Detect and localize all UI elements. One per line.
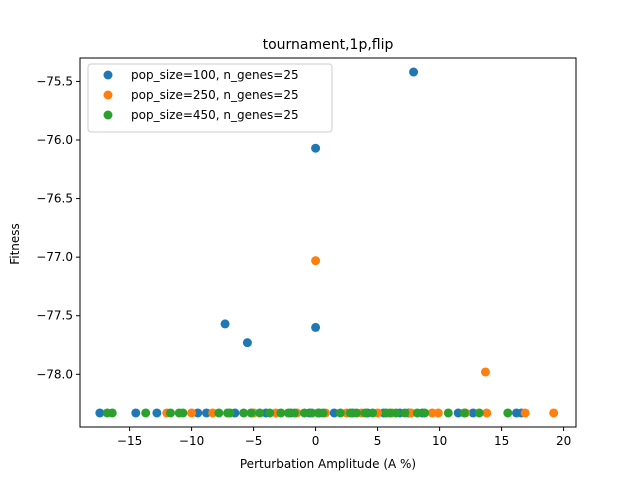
data-point-series-1 (468, 408, 478, 418)
x-tick-label: −15 (117, 434, 142, 448)
x-axis-ticks: −15 −10 −5 0 5 10 15 20 (117, 427, 571, 448)
data-point-series-3 (385, 408, 395, 418)
data-point-series-3 (474, 408, 484, 418)
data-point-series-2 (549, 408, 559, 418)
data-point-series-1 (131, 408, 141, 418)
chart-title: tournament,1p,flip (263, 37, 394, 53)
data-point-series-1 (95, 408, 105, 418)
x-tick-label: 5 (374, 434, 382, 448)
data-point-series-3 (412, 408, 422, 418)
legend-marker (103, 110, 113, 120)
legend-label: pop_size=100, n_genes=25 (131, 68, 299, 82)
legend-label: pop_size=250, n_genes=25 (131, 88, 299, 102)
data-point-series-3 (391, 408, 401, 418)
y-tick-label: −77.5 (36, 309, 73, 323)
data-point-series-3 (239, 408, 249, 418)
x-tick-label: −5 (245, 434, 263, 448)
data-point-series-1 (242, 338, 252, 348)
data-point-series-1 (152, 408, 162, 418)
data-point-series-3 (246, 408, 256, 418)
data-point-series-3 (503, 408, 513, 418)
y-tick-label: −78.0 (36, 367, 73, 381)
data-point-series-3 (420, 408, 430, 418)
data-point-series-2 (311, 256, 321, 266)
data-point-series-1 (329, 408, 339, 418)
data-point-series-3 (265, 408, 275, 418)
data-point-series-1 (453, 408, 463, 418)
data-point-series-3 (345, 408, 355, 418)
data-point-series-2 (427, 408, 437, 418)
data-point-series-3 (459, 408, 469, 418)
data-point-series-2 (433, 408, 443, 418)
data-point-series-3 (360, 408, 370, 418)
data-point-series-1 (311, 143, 321, 153)
y-tick-label: −77.0 (36, 250, 73, 264)
data-point-series-3 (107, 408, 117, 418)
data-point-series-2 (187, 408, 197, 418)
legend-box (87, 63, 333, 133)
data-point-series-3 (276, 408, 286, 418)
data-point-series-2 (520, 408, 530, 418)
data-point-series-3 (225, 408, 235, 418)
data-point-series-3 (400, 408, 410, 418)
data-point-series-3 (166, 408, 176, 418)
y-tick-label: −76.5 (36, 192, 73, 206)
data-point-series-2 (406, 408, 416, 418)
legend: pop_size=100, n_genes=25 pop_size=250, n_… (87, 63, 333, 133)
data-point-series-3 (178, 408, 188, 418)
data-point-series-1 (311, 322, 321, 332)
y-axis-label: Fitness (8, 223, 22, 265)
data-point-series-3 (141, 408, 151, 418)
legend-marker (103, 90, 113, 100)
x-axis-label: Perturbation Amplitude (A %) (240, 457, 416, 471)
data-point-series-1 (220, 319, 230, 329)
data-point-series-3 (352, 408, 362, 418)
data-point-series-2 (208, 408, 218, 418)
data-point-series-1 (201, 408, 211, 418)
y-tick-label: −75.5 (36, 74, 73, 88)
data-points (95, 67, 559, 418)
legend-label: pop_size=450, n_genes=25 (131, 108, 299, 122)
data-point-series-3 (283, 408, 293, 418)
x-tick-label: 15 (494, 434, 509, 448)
y-tick-label: −76.0 (36, 133, 73, 147)
data-point-series-3 (214, 408, 224, 418)
data-point-series-3 (255, 408, 265, 418)
data-point-series-3 (443, 408, 453, 418)
x-tick-label: 0 (312, 434, 320, 448)
data-point-series-2 (482, 408, 492, 418)
x-tick-label: 10 (432, 434, 447, 448)
y-axis-ticks: −78.0 −77.5 −77.0 −76.5 −76.0 −75.5 (36, 74, 80, 381)
x-tick-label: 20 (556, 434, 571, 448)
x-tick-label: −10 (179, 434, 204, 448)
data-point-series-3 (290, 408, 300, 418)
data-point-series-3 (335, 408, 345, 418)
plot-frame (79, 57, 577, 428)
data-point-series-3 (318, 408, 328, 418)
data-point-series-3 (307, 408, 317, 418)
data-point-series-3 (299, 408, 309, 418)
data-point-series-2 (480, 367, 490, 377)
data-point-series-3 (368, 408, 378, 418)
data-point-series-1 (409, 67, 419, 77)
data-point-series-1 (193, 408, 203, 418)
legend-marker (103, 70, 113, 80)
